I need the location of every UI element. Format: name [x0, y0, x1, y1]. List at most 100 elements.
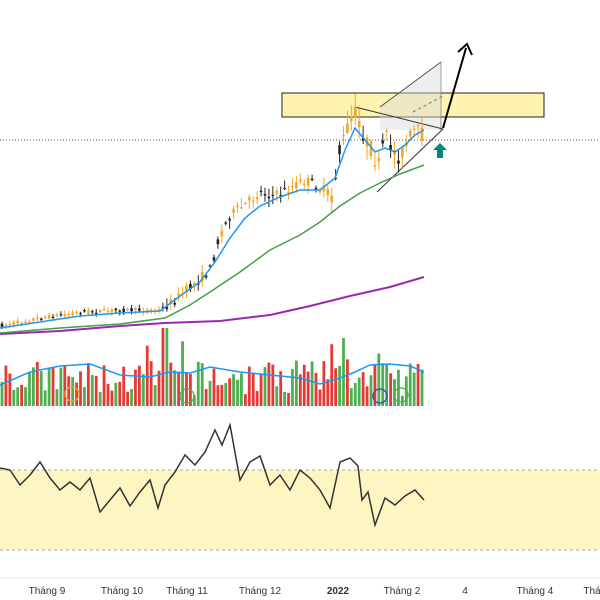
- x-tick-label: Tháng 11: [166, 586, 208, 597]
- candle-body: [299, 179, 302, 182]
- volume-bar: [177, 371, 181, 406]
- volume-bar: [86, 363, 90, 406]
- candle-body: [79, 313, 82, 315]
- volume-bar: [43, 390, 47, 406]
- volume-bar: [83, 387, 86, 406]
- volume-bar: [357, 377, 361, 406]
- candle-body: [385, 130, 388, 133]
- candle-body: [98, 310, 102, 313]
- volume-bar: [353, 382, 357, 406]
- candle-body: [302, 183, 306, 185]
- volume-bar: [118, 381, 122, 406]
- candle-body: [381, 140, 385, 144]
- candle-body: [353, 106, 357, 118]
- volume-bar: [165, 328, 169, 406]
- volume-bar: [173, 370, 177, 406]
- candle-body: [369, 141, 373, 156]
- candle-body: [24, 321, 27, 323]
- volume-bar: [71, 377, 75, 406]
- candle-body: [20, 322, 23, 325]
- candle-body: [204, 275, 208, 278]
- x-tick-label: 4: [462, 586, 468, 597]
- candle-body: [145, 309, 149, 312]
- volume-marker-circle: [179, 388, 195, 404]
- volume-bar: [346, 359, 349, 406]
- volume-bar: [122, 366, 126, 406]
- volume-marker-circle: [393, 387, 409, 403]
- candle-body: [263, 194, 267, 196]
- candle-body: [412, 128, 416, 130]
- candle-body: [32, 318, 35, 321]
- candle-body: [47, 314, 51, 319]
- volume-bar: [216, 385, 220, 406]
- candle-body: [224, 222, 228, 224]
- x-tick-label: Tháng 12: [239, 586, 282, 597]
- volume-bar: [251, 372, 255, 406]
- volume-bar: [247, 366, 251, 406]
- volume-bar: [342, 338, 345, 406]
- candle-body: [322, 185, 326, 192]
- candle-body: [161, 306, 165, 309]
- candle-body: [330, 195, 334, 203]
- candle-body: [177, 293, 180, 297]
- volume-bar: [4, 365, 8, 406]
- candle-body: [342, 135, 345, 137]
- volume-bar: [271, 364, 275, 406]
- volume-bar: [141, 374, 145, 406]
- candle-body: [126, 308, 129, 311]
- volume-average-line: [0, 363, 425, 386]
- projection-arrow-shaft: [442, 47, 467, 129]
- volume-bar: [12, 389, 16, 406]
- candle-body: [240, 207, 243, 209]
- volume-bar: [51, 366, 55, 406]
- volume-bar: [279, 371, 283, 406]
- volume-bar: [267, 362, 271, 406]
- candle-body: [87, 310, 90, 314]
- volume-bar: [326, 379, 330, 406]
- volume-bar: [334, 368, 338, 406]
- volume-bar: [79, 371, 82, 406]
- volume-bar: [137, 365, 141, 406]
- candle-body: [361, 137, 365, 141]
- candle-body: [12, 322, 16, 325]
- volume-bar: [294, 360, 298, 406]
- volume-bar: [291, 369, 294, 406]
- candle-body: [310, 178, 314, 181]
- triangle-upper-line: [354, 106, 444, 130]
- volume-bar: [302, 364, 306, 406]
- candle-body: [236, 205, 239, 207]
- candle-body: [130, 308, 133, 312]
- candle-body: [271, 194, 275, 197]
- volume-markers: [64, 386, 409, 404]
- volume-bar: [0, 381, 4, 406]
- volume-bar: [220, 384, 224, 406]
- candle-body: [75, 311, 78, 314]
- candle-body: [357, 120, 361, 128]
- volume-bar: [369, 375, 373, 406]
- candle-body: [255, 197, 259, 200]
- x-tick-label: 2022: [327, 586, 350, 597]
- candle-body: [59, 314, 63, 316]
- candle-body: [94, 312, 98, 314]
- volume-bar: [181, 341, 184, 406]
- volume-bar: [338, 366, 341, 406]
- volume-marker-circle: [372, 388, 388, 404]
- volume-bar: [63, 365, 67, 406]
- projection-arrow-head: [457, 42, 473, 56]
- candle-body: [259, 190, 263, 192]
- volume-bar: [389, 373, 392, 406]
- volume-marker-circle: [64, 386, 80, 402]
- candle-body: [295, 182, 298, 189]
- candle-body: [67, 313, 71, 315]
- ma-fast-line: [0, 126, 425, 329]
- volume-bar: [157, 370, 161, 406]
- volume-bar: [232, 374, 235, 406]
- signal-up-arrow: [433, 143, 447, 158]
- volume-bar: [365, 386, 369, 406]
- candle-body: [208, 265, 212, 267]
- volume-bar: [373, 365, 377, 406]
- candle-body: [106, 310, 110, 312]
- volume-bar: [59, 367, 63, 406]
- candle-body: [212, 257, 216, 261]
